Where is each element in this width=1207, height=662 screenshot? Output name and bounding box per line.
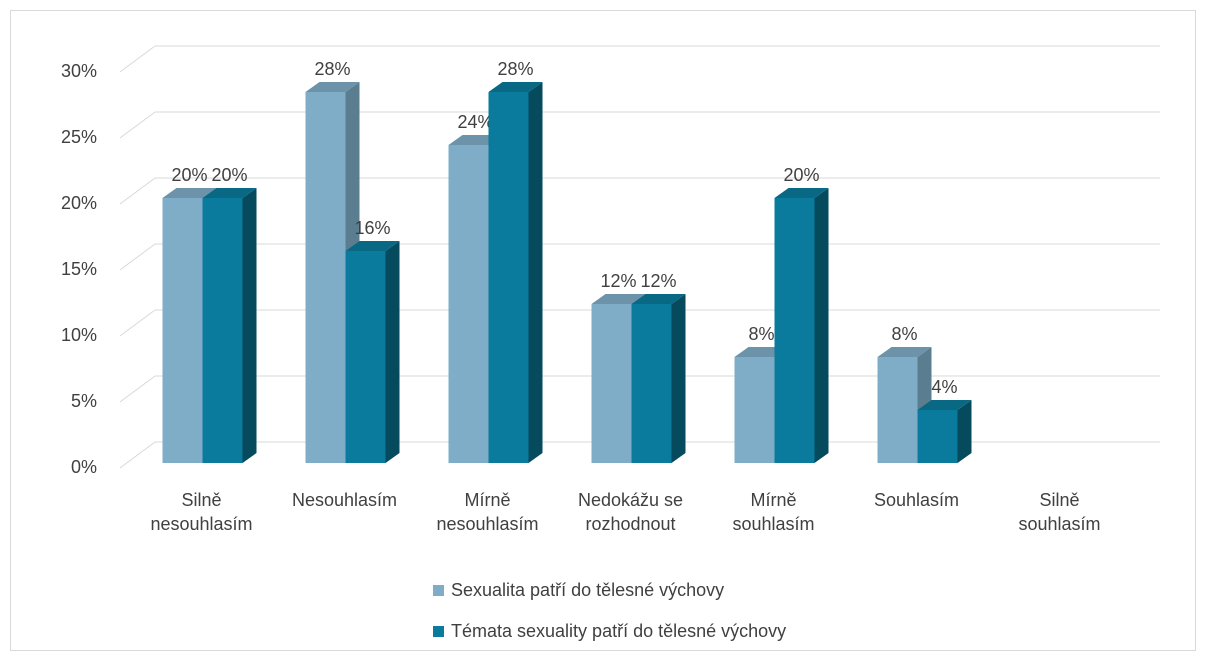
bar [774,188,829,463]
y-tick-label: 0% [71,457,97,477]
bar-top [345,241,400,251]
bar-front [345,251,386,463]
x-tick-label: Nedokážu se rozhodnout [577,490,684,534]
legend-entry: Témata sexuality patří do tělesné výchov… [433,621,786,642]
x-tick-label: Mírně souhlasím [732,490,815,534]
bar-front [162,198,203,463]
data-label: 20% [783,165,819,185]
bar [345,241,400,463]
bar-front [734,357,775,463]
x-tick-label: Mírně nesouhlasím [436,490,539,534]
bar-front [877,357,918,463]
x-tick-label: Souhlasím [873,490,960,510]
data-label: 8% [748,324,774,344]
bar-top [305,82,360,92]
y-tick-label: 30% [61,61,97,81]
grid-line-depth [119,441,156,469]
x-tick-label: Silně nesouhlasím [150,490,253,534]
bar-side [957,400,972,463]
bar-front [774,198,815,463]
legend-label: Témata sexuality patří do tělesné výchov… [451,621,787,641]
data-label: 16% [354,218,390,238]
y-tick-label: 25% [61,127,97,147]
legend-label: Sexualita patří do tělesné výchovy [451,580,725,600]
bar-side [671,294,686,463]
data-label: 28% [314,59,350,79]
y-tick-label: 15% [61,259,97,279]
chart-frame [10,10,1196,651]
data-label: 24% [457,112,493,132]
grid-line-depth [119,177,156,205]
grid-line-depth [119,243,156,271]
bar [202,188,257,463]
y-tick-label: 20% [61,193,97,213]
bar [917,400,972,463]
bar-side [528,82,543,463]
bar-top [774,188,829,198]
data-label: 12% [640,271,676,291]
grid-line-depth [119,111,156,139]
data-label: 12% [600,271,636,291]
grid-line-depth [119,309,156,337]
bar-top [631,294,686,304]
data-label: 28% [497,59,533,79]
bar-top [202,188,257,198]
bar-front [488,92,529,463]
data-label: 8% [891,324,917,344]
bar [488,82,543,463]
grid-line-depth [119,45,156,73]
bar [631,294,686,463]
bar-side [242,188,257,463]
bar-top [877,347,932,357]
legend-entry: Sexualita patří do tělesné výchovy [433,580,724,601]
y-tick-label: 10% [61,325,97,345]
bar-front [305,92,346,463]
bar-front [202,198,243,463]
grid-line-depth [119,375,156,403]
x-tick-label: Silně souhlasím [1018,490,1101,534]
data-label: 4% [931,377,957,397]
y-tick-label: 5% [71,391,97,411]
bar-side [814,188,829,463]
bar-front [917,410,958,463]
data-label: 20% [171,165,207,185]
bar-top [488,82,543,92]
bar-front [631,304,672,463]
bar-side [385,241,400,463]
bar-top [917,400,972,410]
bar-top [162,188,217,198]
bar-front [448,145,489,463]
data-label: 20% [211,165,247,185]
legend-swatch [433,626,444,637]
legend-swatch [433,585,444,596]
bar-top [591,294,646,304]
bar-front [591,304,632,463]
x-tick-label: Nesouhlasím [291,490,398,510]
